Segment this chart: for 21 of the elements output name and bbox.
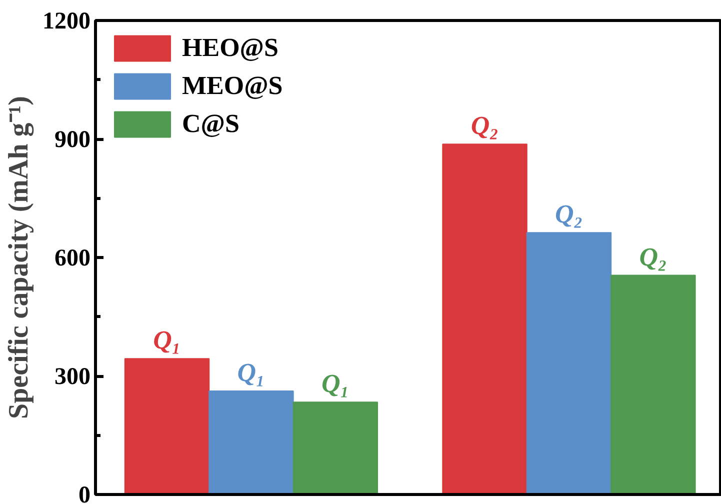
legend-label: C@S <box>182 109 240 139</box>
data-label: Q₁ <box>237 358 266 388</box>
legend-label: HEO@S <box>182 33 278 63</box>
bar <box>526 232 612 494</box>
data-label: Q₁ <box>321 369 350 398</box>
y-tick-label: 900 <box>54 127 90 153</box>
data-label: Q₁ <box>153 326 181 355</box>
data-label: Q₂ <box>639 242 668 272</box>
bar <box>610 274 696 494</box>
y-tick-label: 600 <box>54 246 90 272</box>
y-tick-label: 0 <box>78 482 90 504</box>
legend-label: MEO@S <box>182 71 283 101</box>
bar <box>442 144 528 494</box>
bar <box>292 402 378 494</box>
y-tick-label: 1200 <box>42 8 90 34</box>
data-label: Q₂ <box>555 200 583 229</box>
y-tick-label: 300 <box>54 364 90 390</box>
bar <box>124 358 210 494</box>
bar <box>208 390 294 494</box>
data-label: Q₂ <box>470 111 499 140</box>
y-axis-title: Specific capacity (mAh g⁻¹) <box>4 96 34 419</box>
